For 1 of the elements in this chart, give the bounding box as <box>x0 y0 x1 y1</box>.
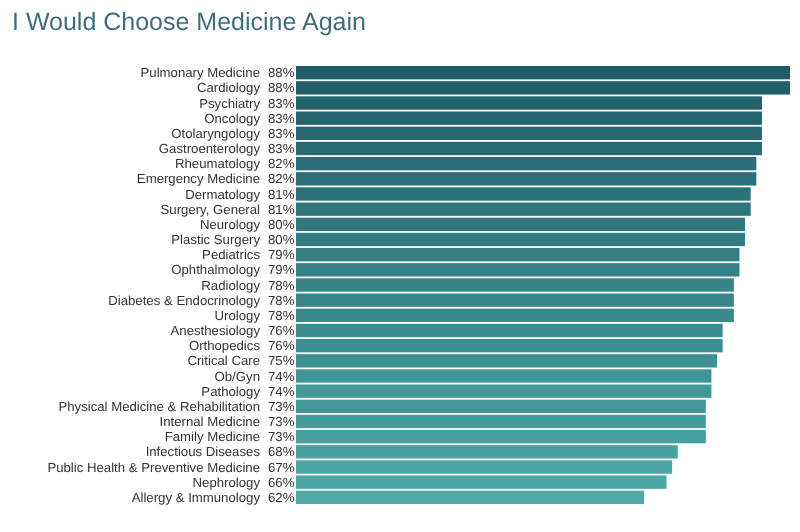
chart-title: I Would Choose Medicine Again <box>12 8 367 36</box>
